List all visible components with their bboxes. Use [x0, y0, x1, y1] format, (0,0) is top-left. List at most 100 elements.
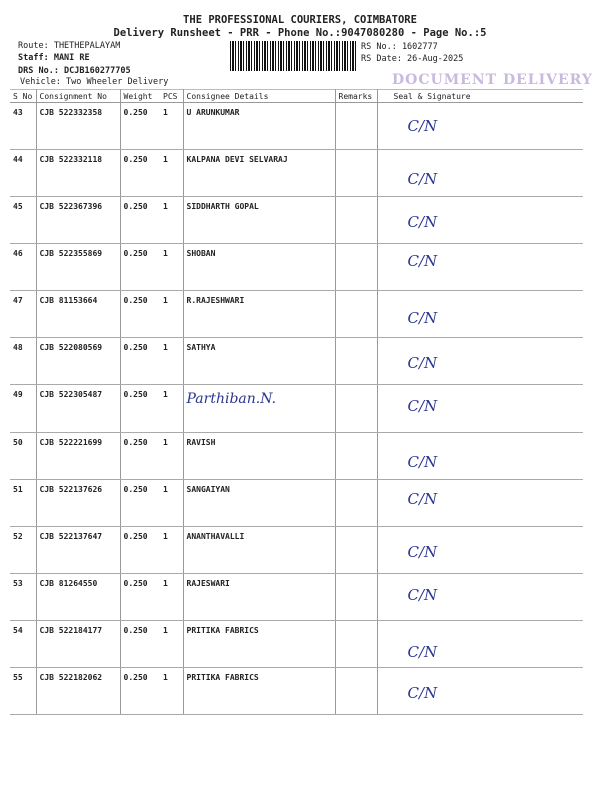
pieces: 1 [160, 337, 184, 385]
handwritten-signature: C/N [407, 397, 438, 415]
consignment-number: CJB 522137647 [36, 526, 121, 574]
serial-number: 55 [10, 667, 37, 715]
handwritten-signature: C/N [407, 309, 438, 327]
remarks [335, 479, 378, 527]
consignment-number: CJB 522221699 [36, 432, 121, 480]
route: Route: THETHEPALAYAM [18, 41, 121, 51]
barcode [230, 41, 358, 71]
seal-signature: C/N [377, 243, 583, 291]
seal-signature: C/N [377, 620, 583, 668]
consignee-name: Parthiban.N. [183, 384, 336, 433]
col-consignment: Consignment No [36, 89, 121, 103]
table-row: 52 CJB 522137647 0.250 1 ANANTHAVALLI C/N [10, 526, 583, 574]
consignee-name: R.RAJESHWARI [183, 290, 336, 338]
table-row: 43 CJB 522332358 0.250 1 U ARUNKUMAR C/N [10, 102, 583, 150]
handwritten-signature: C/N [407, 684, 438, 702]
col-remarks: Remarks [335, 89, 378, 103]
table-row: 53 CJB 81264550 0.250 1 RAJESWARI C/N [10, 573, 583, 621]
handwritten-signature: C/N [407, 643, 438, 661]
pieces: 1 [160, 667, 184, 715]
consignee-name: SIDDHARTH GOPAL [183, 196, 336, 244]
remarks [335, 102, 378, 150]
table-row: 47 CJB 81153664 0.250 1 R.RAJESHWARI C/N [10, 290, 583, 338]
document-subtitle: Delivery Runsheet - PRR - Phone No.:9047… [113, 27, 487, 39]
consignee-name: SHOBAN [183, 243, 336, 291]
pieces: 1 [160, 149, 184, 197]
consignee-name: SATHYA [183, 337, 336, 385]
pieces: 1 [160, 526, 184, 574]
seal-signature: C/N [377, 149, 583, 197]
consignee-name: KALPANA DEVI SELVARAJ [183, 149, 336, 197]
weight: 0.250 [120, 243, 160, 291]
table-row: 54 CJB 522184177 0.250 1 PRITIKA FABRICS C/N [10, 620, 583, 668]
consignee-name: U ARUNKUMAR [183, 102, 336, 150]
document-delivery-stamp: DOCUMENT DELIVERY [392, 72, 593, 88]
seal-signature: C/N [377, 337, 583, 385]
remarks [335, 667, 378, 715]
serial-number: 49 [10, 384, 37, 433]
consignment-number: CJB 522355869 [36, 243, 121, 291]
serial-number: 44 [10, 149, 37, 197]
consignment-number: CJB 522332118 [36, 149, 121, 197]
rs-date: RS Date: 26-Aug-2025 [361, 54, 464, 64]
consignee-name: SANGAIYAN [183, 479, 336, 527]
remarks [335, 526, 378, 574]
handwritten-signature: C/N [407, 213, 438, 231]
table-row: 45 CJB 522367396 0.250 1 SIDDHARTH GOPAL C/N [10, 196, 583, 244]
table-row: 48 CJB 522080569 0.250 1 SATHYA C/N [10, 337, 583, 385]
pieces: 1 [160, 290, 184, 338]
seal-signature: C/N [377, 479, 583, 527]
handwritten-signature: C/N [407, 117, 438, 135]
consignment-number: CJB 522080569 [36, 337, 121, 385]
rs-number: RS No.: 1602777 [361, 42, 438, 52]
weight: 0.250 [120, 337, 160, 385]
weight: 0.250 [120, 479, 160, 527]
table-header: S No Consignment No Weight PCS Consignee… [10, 89, 583, 103]
serial-number: 50 [10, 432, 37, 480]
handwritten-signature: C/N [407, 170, 438, 188]
table-row: 49 CJB 522305487 0.250 1 Parthiban.N. C/N [10, 384, 583, 433]
col-pcs: PCS [160, 89, 184, 103]
consignment-number: CJB 522182062 [36, 667, 121, 715]
serial-number: 47 [10, 290, 37, 338]
consignee-name: PRITIKA FABRICS [183, 667, 336, 715]
weight: 0.250 [120, 573, 160, 621]
remarks [335, 337, 378, 385]
pieces: 1 [160, 479, 184, 527]
remarks [335, 384, 378, 433]
consignment-number: CJB 522184177 [36, 620, 121, 668]
remarks [335, 290, 378, 338]
serial-number: 43 [10, 102, 37, 150]
col-consignee: Consignee Details [183, 89, 336, 103]
handwritten-signature: C/N [407, 586, 438, 604]
pieces: 1 [160, 432, 184, 480]
serial-number: 46 [10, 243, 37, 291]
serial-number: 53 [10, 573, 37, 621]
table-row: 46 CJB 522355869 0.250 1 SHOBAN C/N [10, 243, 583, 291]
seal-signature: C/N [377, 102, 583, 150]
seal-signature: C/N [377, 526, 583, 574]
weight: 0.250 [120, 526, 160, 574]
consignment-number: CJB 522137626 [36, 479, 121, 527]
table-row: 55 CJB 522182062 0.250 1 PRITIKA FABRICS C/N [10, 667, 583, 715]
pieces: 1 [160, 102, 184, 150]
drs-number: DRS No.: DCJB160277705 [18, 66, 131, 76]
consignee-name: ANANTHAVALLI [183, 526, 336, 574]
handwritten-signature: C/N [407, 354, 438, 372]
consignee-name: PRITIKA FABRICS [183, 620, 336, 668]
staff: Staff: MANI RE [18, 53, 90, 63]
table-row: 44 CJB 522332118 0.250 1 KALPANA DEVI SELVAR… [10, 149, 583, 197]
weight: 0.250 [120, 620, 160, 668]
consignment-number: CJB 81153664 [36, 290, 121, 338]
handwritten-signature: C/N [407, 490, 438, 508]
seal-signature: C/N [377, 667, 583, 715]
col-weight: Weight [120, 89, 160, 103]
vehicle: Vehicle: Two Wheeler Delivery [20, 77, 169, 87]
consignee-name: RAVISH [183, 432, 336, 480]
table-row: 50 CJB 522221699 0.250 1 RAVISH C/N [10, 432, 583, 480]
consignment-number: CJB 522332358 [36, 102, 121, 150]
serial-number: 51 [10, 479, 37, 527]
remarks [335, 432, 378, 480]
remarks [335, 149, 378, 197]
handwritten-signature: C/N [407, 252, 438, 270]
